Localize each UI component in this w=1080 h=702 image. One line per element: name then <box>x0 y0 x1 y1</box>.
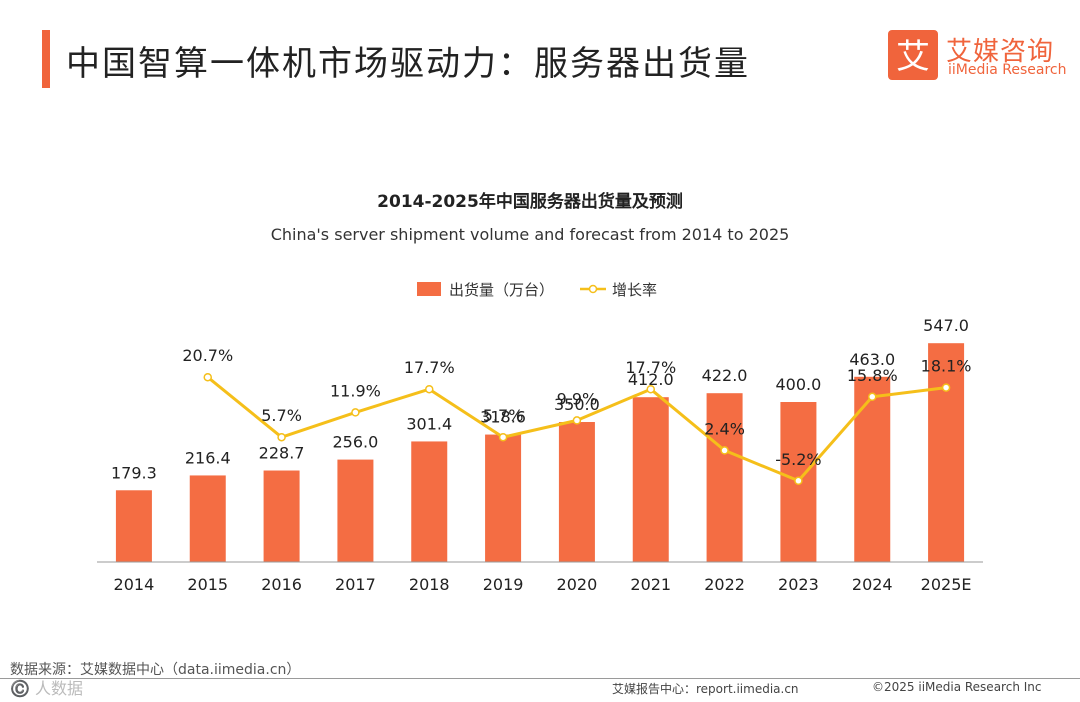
data-source: 数据来源：艾媒数据中心（data.iimedia.cn） <box>10 662 301 678</box>
chart-subtitle: China's server shipment volume and forec… <box>271 225 790 244</box>
x-tick-2024: 2024 <box>852 575 893 594</box>
iimedia-logo: 艾 艾媒咨询 iiMedia Research <box>888 30 1067 82</box>
legend-line-label: 增长率 <box>612 281 657 299</box>
bar-label-2021: 412.0 <box>628 370 674 389</box>
bar-label-2022: 422.0 <box>702 366 748 385</box>
growth-label-2018: 17.7% <box>404 358 455 377</box>
logo-mark-glyph: 艾 <box>896 37 930 77</box>
bar-label-2017: 256.0 <box>333 433 379 452</box>
growth-label-2022: 2.4% <box>704 419 745 438</box>
bar-2020 <box>558 422 595 562</box>
growth-rate-series <box>203 372 951 486</box>
legend: 出货量（万台） 增长率 <box>417 281 657 299</box>
chart-title: 2014-2025年中国服务器出货量及预测 <box>377 191 683 212</box>
bar-2024 <box>854 376 891 562</box>
logo-text-en: iiMedia Research <box>948 62 1067 78</box>
growth-point-2021 <box>646 384 655 394</box>
bar-2017 <box>337 459 374 562</box>
growth-label-2021: 17.7% <box>625 358 676 377</box>
growth-point-2017 <box>351 408 360 417</box>
x-tick-2018: 2018 <box>409 575 450 594</box>
x-tick-2021: 2021 <box>630 575 671 594</box>
legend-line-marker <box>588 284 598 294</box>
bar-label-2024: 463.0 <box>849 350 895 369</box>
footer-copyright: ©2025 iiMedia Research Inc <box>872 680 1042 694</box>
page-title: 中国智算一体机市场驱动力：服务器出货量 <box>66 44 750 84</box>
growth-point-2016 <box>277 432 286 442</box>
growth-point-2025E <box>941 383 951 392</box>
bar-2016 <box>263 470 300 562</box>
x-tick-2019: 2019 <box>483 575 524 594</box>
growth-label-2017: 11.9% <box>330 381 381 400</box>
logo-mark-icon: 艾 <box>896 37 930 77</box>
growth-label-2019: 5.7% <box>483 406 524 425</box>
bar-2019 <box>485 434 522 562</box>
bar-2014 <box>115 490 152 562</box>
legend-bar-label: 出货量（万台） <box>449 281 554 299</box>
growth-label-2025E: 18.1% <box>921 357 972 376</box>
growth-point-2015 <box>203 372 212 382</box>
logo-text-cn: 艾媒咨询 <box>946 37 1055 67</box>
bar-label-2018: 301.4 <box>406 414 452 433</box>
footer-report-link[interactable]: 艾媒报告中心：report.iimedia.cn <box>612 682 799 696</box>
bar-value-labels: 179.3 216.4 228.7 256.0 301.4 318.6 350.0 412.0… <box>111 316 969 482</box>
x-tick-labels: 2014 2015 2016 2017 2018 2019 2020 2021 2022 2023… <box>114 575 972 594</box>
growth-label-2024: 15.8% <box>847 366 898 385</box>
x-tick-2015: 2015 <box>187 575 228 594</box>
x-tick-2025E: 2025E <box>921 575 972 594</box>
growth-point-2019 <box>498 432 508 442</box>
growth-point-2022 <box>720 446 729 455</box>
shipment-chart: 2014-2025年中国服务器出货量及预测 China's server shi… <box>97 191 983 594</box>
growth-label-2023: -5.2% <box>775 450 821 469</box>
bar-label-2015: 216.4 <box>185 448 231 467</box>
bar-label-2020: 350.0 <box>554 395 600 414</box>
growth-label-2020: 9.9% <box>557 389 598 408</box>
growth-point-2024 <box>868 392 877 402</box>
bar-2018 <box>411 441 448 562</box>
bar-series <box>115 343 965 562</box>
bar-2025E <box>928 343 965 562</box>
title-accent-bar <box>42 30 50 88</box>
x-tick-2014: 2014 <box>114 575 155 594</box>
growth-point-2023 <box>794 476 803 486</box>
bar-2021 <box>632 397 669 562</box>
bar-label-2023: 400.0 <box>776 375 822 394</box>
footer-divider <box>0 678 1080 679</box>
x-tick-2016: 2016 <box>261 575 302 594</box>
legend-bar-swatch <box>417 282 441 296</box>
growth-rate-labels: 20.7% 5.7% 11.9% 17.7% 5.7% 9.9% 17.7% 2.4% -5.2… <box>182 346 971 469</box>
x-tick-2020: 2020 <box>557 575 598 594</box>
x-tick-2023: 2023 <box>778 575 819 594</box>
logo-mark: 艾 <box>888 30 938 80</box>
growth-label-2015: 20.7% <box>182 346 233 365</box>
bar-label-2014: 179.3 <box>111 463 157 482</box>
watermark: ©️ 人数据 <box>10 679 84 698</box>
bar-2022 <box>706 393 743 562</box>
growth-point-2020 <box>572 416 582 425</box>
bar-label-2019: 318.6 <box>480 408 526 427</box>
x-tick-2022: 2022 <box>704 575 745 594</box>
bar-label-2025E: 547.0 <box>923 316 969 335</box>
x-tick-2017: 2017 <box>335 575 376 594</box>
growth-label-2016: 5.7% <box>261 406 302 425</box>
bar-label-2016: 228.7 <box>259 444 305 463</box>
growth-point-2018 <box>425 384 434 394</box>
bar-2015 <box>189 475 226 562</box>
